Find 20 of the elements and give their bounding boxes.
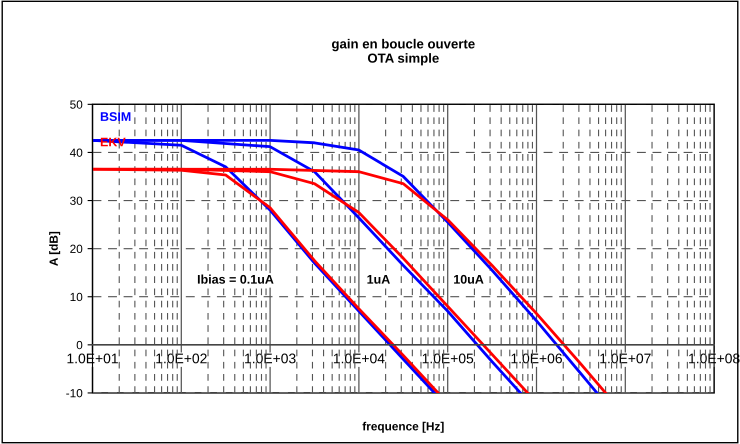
- y-tick-label: 10: [70, 292, 82, 302]
- y-axis-title: A [dB]: [49, 232, 60, 266]
- chart-title: gain en boucle ouverte OTA simple: [332, 38, 475, 66]
- series-label: BSIM: [100, 112, 130, 122]
- y-tick-label: 20: [70, 244, 82, 254]
- x-tick-label: 1.0E+05: [422, 354, 474, 364]
- x-tick-label: 1.0E+04: [334, 354, 385, 364]
- y-tick-label: 30: [70, 196, 82, 205]
- y-tick-label: 50: [70, 100, 82, 109]
- annotation: 1uA: [367, 275, 390, 284]
- x-tick-label: 1.0E+06: [511, 354, 562, 364]
- annotation: 10uA: [454, 274, 484, 284]
- x-tick-label: 1.0E+02: [156, 354, 207, 364]
- y-tick-label: -10: [66, 388, 82, 398]
- y-tick-label: 40: [70, 148, 82, 157]
- x-axis-title: frequence [Hz]: [362, 422, 444, 433]
- x-tick-label: 1.0E+03: [245, 354, 296, 364]
- x-tick-label: 1.0E+07: [600, 354, 651, 364]
- y-tick-label: 0: [76, 340, 82, 350]
- annotation: Ibias = 0.1uA: [198, 274, 274, 284]
